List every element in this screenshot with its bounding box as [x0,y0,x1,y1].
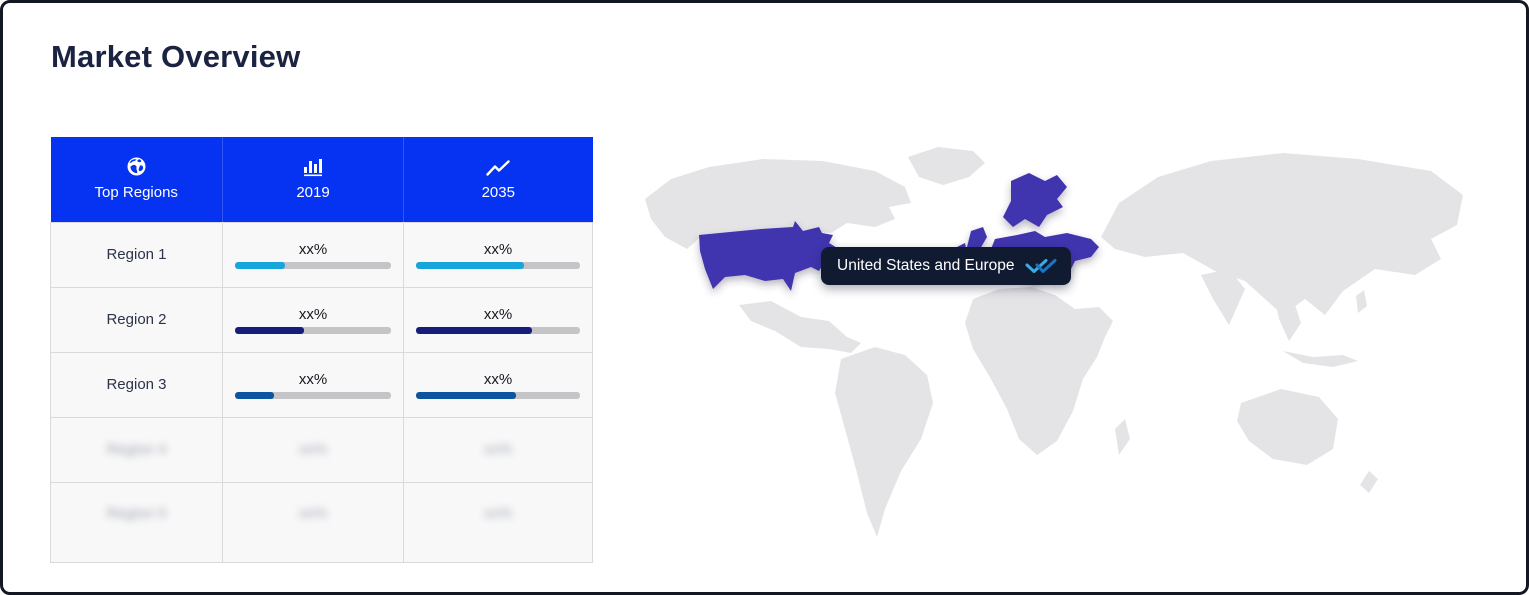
progress-fill [235,326,304,334]
header-2035: 2035 [403,137,593,222]
map-north-america [645,159,911,249]
trend-up-icon [486,157,510,177]
table-row-region-3: Region 3 xx% xx% [50,351,593,418]
map-asia [1101,153,1463,315]
value-label-blurred: xx% [298,440,328,458]
bar-chart-icon [302,157,324,177]
table-row-region-2: Region 2 xx% xx% [50,286,593,353]
globe-icon [126,157,147,177]
map-new-zealand [1360,471,1378,493]
map-south-america [835,347,933,537]
progress-track [235,261,391,269]
value-label-2035: xx% [483,240,513,258]
page-title: Market Overview [51,39,301,74]
value-label-2019: xx% [298,370,328,388]
value-label-2019: xx% [298,240,328,258]
header-2019: 2019 [222,137,404,222]
map-region-scandinavia[interactable] [1003,173,1067,227]
world-map [645,147,1463,537]
regions-table: Top Regions 2019 [50,137,593,563]
progress-fill [416,391,517,399]
region-label: Region 2 [106,310,167,328]
progress-track [235,326,391,334]
map-africa [965,287,1113,455]
map-greenland [908,147,985,185]
region-label-blurred: Region 4 [106,440,167,458]
map-madagascar [1115,419,1130,455]
table-row-region-5-blurred: Region 5 xx% xx% [50,481,593,563]
header-label-2035: 2035 [481,184,515,202]
value-label-2035: xx% [483,370,513,388]
region-label: Region 3 [106,375,167,393]
progress-track [416,261,580,269]
map-japan [1413,211,1428,236]
header-label-top-regions: Top Regions [94,184,178,202]
map-tooltip-label: United States and Europe [837,257,1015,274]
map-continents [645,147,1463,537]
value-label-blurred: xx% [298,504,328,522]
value-label-2035: xx% [483,305,513,323]
table-row-region-4-blurred: Region 4 xx% xx% [50,416,593,483]
map-tooltip: United States and Europe [821,247,1071,285]
progress-fill [416,261,525,269]
value-label-blurred: xx% [483,504,513,522]
value-label-2019: xx% [298,305,328,323]
map-india [1201,269,1245,325]
map-region-united-states[interactable] [699,221,839,291]
map-australia [1237,389,1338,465]
header-label-2019: 2019 [296,184,330,202]
value-label-blurred: xx% [483,440,513,458]
progress-fill [235,391,274,399]
table-row-region-1: Region 1 xx% xx% [50,221,593,288]
progress-track [416,326,580,334]
progress-fill [416,326,533,334]
progress-fill [235,261,285,269]
region-label: Region 1 [106,245,167,263]
map-philippines [1356,290,1367,313]
map-indonesia [1283,351,1358,367]
table-header-row: Top Regions 2019 [50,137,593,222]
header-top-regions: Top Regions [50,137,223,222]
double-check-icon [1025,258,1057,273]
region-label-blurred: Region 5 [106,504,167,522]
progress-track [416,391,580,399]
map-se-asia [1273,291,1301,341]
map-central-america [739,301,861,353]
progress-track [235,391,391,399]
